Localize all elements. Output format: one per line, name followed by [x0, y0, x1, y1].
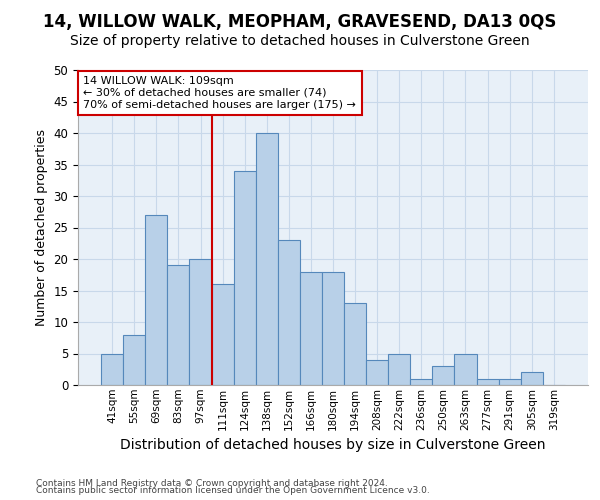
Bar — [410, 378, 433, 385]
X-axis label: Distribution of detached houses by size in Culverstone Green: Distribution of detached houses by size … — [120, 438, 546, 452]
Bar — [212, 284, 233, 385]
Bar — [454, 354, 476, 385]
Bar — [300, 272, 322, 385]
Bar — [167, 266, 190, 385]
Y-axis label: Number of detached properties: Number of detached properties — [35, 129, 48, 326]
Text: Contains public sector information licensed under the Open Government Licence v3: Contains public sector information licen… — [36, 486, 430, 495]
Bar — [499, 378, 521, 385]
Bar — [388, 354, 410, 385]
Bar — [278, 240, 300, 385]
Text: Contains HM Land Registry data © Crown copyright and database right 2024.: Contains HM Land Registry data © Crown c… — [36, 478, 388, 488]
Bar — [476, 378, 499, 385]
Bar — [322, 272, 344, 385]
Bar — [256, 133, 278, 385]
Bar — [190, 259, 212, 385]
Bar — [433, 366, 454, 385]
Bar — [521, 372, 543, 385]
Bar — [101, 354, 123, 385]
Text: 14, WILLOW WALK, MEOPHAM, GRAVESEND, DA13 0QS: 14, WILLOW WALK, MEOPHAM, GRAVESEND, DA1… — [43, 12, 557, 30]
Bar — [366, 360, 388, 385]
Bar — [123, 334, 145, 385]
Text: 14 WILLOW WALK: 109sqm
← 30% of detached houses are smaller (74)
70% of semi-det: 14 WILLOW WALK: 109sqm ← 30% of detached… — [83, 76, 356, 110]
Bar — [344, 303, 366, 385]
Bar — [145, 215, 167, 385]
Text: Size of property relative to detached houses in Culverstone Green: Size of property relative to detached ho… — [70, 34, 530, 48]
Bar — [233, 171, 256, 385]
